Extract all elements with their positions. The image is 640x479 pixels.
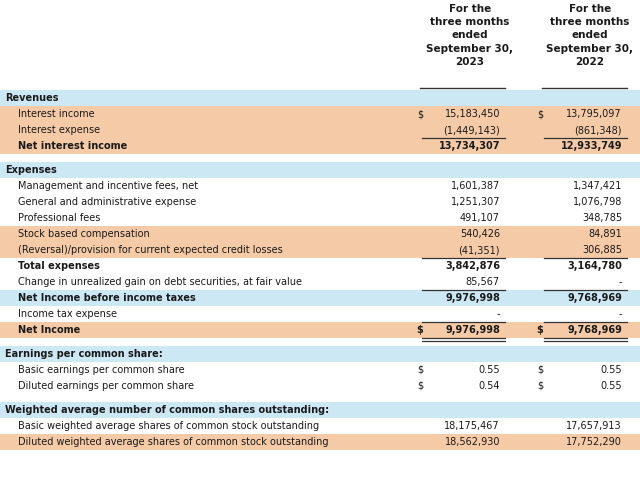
Text: 1,601,387: 1,601,387: [451, 181, 500, 191]
Text: 12,933,749: 12,933,749: [561, 141, 622, 151]
Bar: [0, 322, 640, 338]
Bar: [0, 162, 640, 178]
Text: 13,734,307: 13,734,307: [438, 141, 500, 151]
Text: 0.55: 0.55: [600, 381, 622, 391]
Bar: [0, 106, 640, 122]
Text: 18,175,467: 18,175,467: [444, 421, 500, 431]
Text: -: -: [618, 309, 622, 319]
Text: $: $: [417, 365, 423, 375]
Text: Net interest income: Net interest income: [18, 141, 127, 151]
Text: (861,348): (861,348): [575, 125, 622, 135]
Text: For the
three months
ended
September 30,
2022: For the three months ended September 30,…: [547, 4, 634, 67]
Text: For the
three months
ended
September 30,
2023: For the three months ended September 30,…: [426, 4, 513, 67]
Text: 0.54: 0.54: [479, 381, 500, 391]
Text: Expenses: Expenses: [5, 165, 57, 175]
Text: Basic earnings per common share: Basic earnings per common share: [18, 365, 184, 375]
Text: 17,657,913: 17,657,913: [566, 421, 622, 431]
Text: Weighted average number of common shares outstanding:: Weighted average number of common shares…: [5, 405, 329, 415]
Bar: [0, 290, 640, 306]
Text: Income tax expense: Income tax expense: [18, 309, 117, 319]
Bar: [0, 346, 640, 362]
Text: Diluted earnings per common share: Diluted earnings per common share: [18, 381, 194, 391]
Text: 3,842,876: 3,842,876: [445, 261, 500, 271]
Text: $: $: [537, 381, 543, 391]
Text: 18,562,930: 18,562,930: [445, 437, 500, 447]
Text: 9,976,998: 9,976,998: [445, 325, 500, 335]
Bar: [0, 226, 640, 242]
Text: 85,567: 85,567: [466, 277, 500, 287]
Text: Professional fees: Professional fees: [18, 213, 100, 223]
Text: Change in unrealized gain on debt securities, at fair value: Change in unrealized gain on debt securi…: [18, 277, 302, 287]
Text: 491,107: 491,107: [460, 213, 500, 223]
Text: 3,164,780: 3,164,780: [567, 261, 622, 271]
Text: 306,885: 306,885: [582, 245, 622, 255]
Text: $: $: [537, 365, 543, 375]
Text: (41,351): (41,351): [458, 245, 500, 255]
Text: 84,891: 84,891: [588, 229, 622, 239]
Text: (1,449,143): (1,449,143): [444, 125, 500, 135]
Text: Revenues: Revenues: [5, 93, 58, 103]
Text: $: $: [537, 109, 543, 119]
Text: $: $: [417, 325, 424, 335]
Text: $: $: [536, 325, 543, 335]
Text: 9,768,969: 9,768,969: [567, 325, 622, 335]
Text: 1,251,307: 1,251,307: [451, 197, 500, 207]
Text: Interest expense: Interest expense: [18, 125, 100, 135]
Text: 15,183,450: 15,183,450: [445, 109, 500, 119]
Bar: [0, 90, 640, 106]
Text: 9,768,969: 9,768,969: [567, 293, 622, 303]
Text: Basic weighted average shares of common stock outstanding: Basic weighted average shares of common …: [18, 421, 319, 431]
Text: Interest income: Interest income: [18, 109, 95, 119]
Bar: [0, 434, 640, 450]
Text: Net Income: Net Income: [18, 325, 80, 335]
Text: Stock based compensation: Stock based compensation: [18, 229, 150, 239]
Bar: [0, 122, 640, 138]
Text: $: $: [417, 109, 423, 119]
Text: 1,076,798: 1,076,798: [573, 197, 622, 207]
Text: Total expenses: Total expenses: [18, 261, 100, 271]
Text: 540,426: 540,426: [460, 229, 500, 239]
Text: General and administrative expense: General and administrative expense: [18, 197, 196, 207]
Text: 0.55: 0.55: [600, 365, 622, 375]
Text: Net Income before income taxes: Net Income before income taxes: [18, 293, 196, 303]
Text: Diluted weighted average shares of common stock outstanding: Diluted weighted average shares of commo…: [18, 437, 328, 447]
Text: 348,785: 348,785: [582, 213, 622, 223]
Text: Earnings per common share:: Earnings per common share:: [5, 349, 163, 359]
Text: 9,976,998: 9,976,998: [445, 293, 500, 303]
Text: 13,795,097: 13,795,097: [566, 109, 622, 119]
Text: (Reversal)/provision for current expected credit losses: (Reversal)/provision for current expecte…: [18, 245, 283, 255]
Text: 0.55: 0.55: [478, 365, 500, 375]
Text: $: $: [417, 381, 423, 391]
Text: Management and incentive fees, net: Management and incentive fees, net: [18, 181, 198, 191]
Text: -: -: [618, 277, 622, 287]
Text: 17,752,290: 17,752,290: [566, 437, 622, 447]
Bar: [0, 138, 640, 154]
Bar: [0, 402, 640, 418]
Text: 1,347,421: 1,347,421: [573, 181, 622, 191]
Text: -: -: [497, 309, 500, 319]
Bar: [0, 242, 640, 258]
